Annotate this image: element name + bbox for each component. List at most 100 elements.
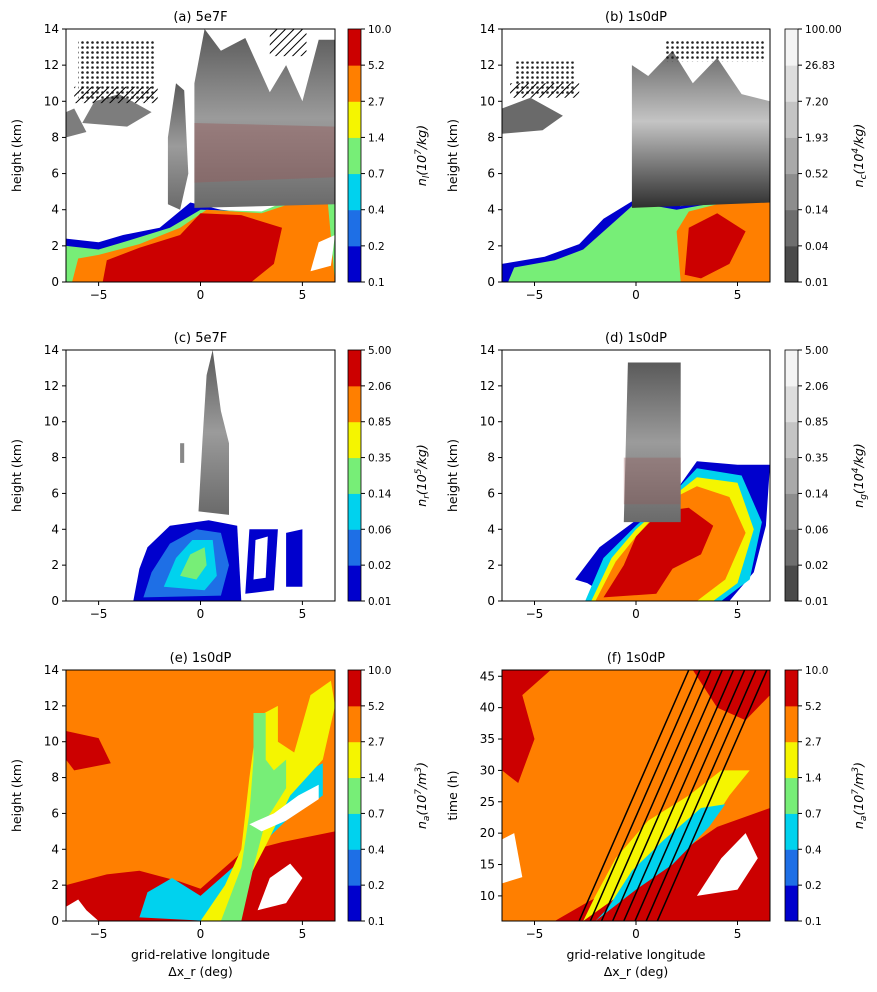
colorbar-label-part: 4 bbox=[851, 148, 861, 154]
colorbar-label-part: (10 bbox=[851, 795, 866, 816]
colorbar-segment bbox=[348, 350, 361, 387]
colorbar-label-part: g bbox=[859, 494, 869, 500]
colorbar-tick-label: 1.4 bbox=[368, 132, 385, 144]
colorbar-tick-label: 0.01 bbox=[805, 277, 828, 289]
y-tick-label: 4 bbox=[51, 522, 59, 536]
y-tick-label: 10 bbox=[480, 889, 495, 903]
y-tick-label: 10 bbox=[480, 415, 495, 429]
colorbar-frame bbox=[784, 669, 799, 922]
panel-field bbox=[66, 29, 335, 282]
colorbar-label-part: /kg) bbox=[414, 125, 429, 150]
colorbar-tick-label: 0.1 bbox=[805, 916, 822, 928]
colorbar-segment bbox=[785, 173, 798, 211]
colorbar-label-part: /kg) bbox=[414, 444, 429, 469]
y-tick-label: 2 bbox=[51, 239, 59, 253]
panel-title: (b) 1s0dP bbox=[605, 10, 667, 25]
colorbar-segment bbox=[348, 29, 361, 66]
colorbar-label-part: 7 bbox=[414, 789, 424, 795]
y-tick-label: 6 bbox=[487, 167, 495, 181]
colorbar-tick-label: 2.06 bbox=[368, 381, 392, 393]
y-tick-label: 12 bbox=[480, 379, 495, 393]
colorbar-segment bbox=[348, 529, 361, 566]
y-tick-label: 0 bbox=[487, 275, 495, 289]
colorbar-segment bbox=[785, 245, 798, 283]
colorbar-label-part: 7 bbox=[851, 789, 861, 795]
colorbar-label-part: 5 bbox=[414, 468, 424, 474]
colorbar-tick-label: 0.14 bbox=[805, 488, 829, 500]
y-tick-label: 14 bbox=[480, 22, 495, 36]
y-tick-label: 2 bbox=[487, 558, 495, 572]
field-b-red bbox=[684, 213, 746, 279]
x-tick-label: 5 bbox=[734, 607, 742, 621]
y-tick-label: 12 bbox=[44, 379, 59, 393]
hatch-line bbox=[600, 670, 712, 921]
colorbar-frame bbox=[347, 669, 362, 922]
panel-title: (d) 1s0dP bbox=[605, 331, 667, 346]
x-tick-label: 5 bbox=[734, 288, 742, 302]
colorbar-tick-label: 10.0 bbox=[368, 24, 391, 36]
y-tick-label: 10 bbox=[44, 94, 59, 108]
colorbar-tick-label: 5.2 bbox=[805, 701, 822, 713]
colorbar-label: na(107/m3) bbox=[851, 762, 869, 829]
colorbar-label-part: ) bbox=[851, 762, 866, 768]
colorbar-segment bbox=[348, 705, 361, 743]
x-axis-label-units: Δx_r (deg) bbox=[168, 964, 233, 979]
colorbar-tick-label: 1.4 bbox=[368, 773, 385, 785]
y-axis-label: height (km) bbox=[9, 759, 24, 832]
colorbar-segment bbox=[348, 777, 361, 814]
cloud-d-tint bbox=[623, 457, 681, 505]
colorbar-tick-label: 0.35 bbox=[368, 453, 391, 465]
y-tick-label: 12 bbox=[44, 58, 59, 72]
colorbar-tick-label: 0.2 bbox=[368, 241, 385, 253]
colorbar-segment bbox=[785, 385, 798, 423]
y-tick-label: 35 bbox=[480, 732, 495, 746]
hatch-line bbox=[656, 670, 768, 921]
colorbar-segment bbox=[348, 493, 361, 530]
x-tick-label: 0 bbox=[197, 607, 205, 621]
colorbar-segment bbox=[785, 493, 798, 530]
colorbar-tick-label: 0.04 bbox=[805, 241, 829, 253]
y-tick-label: 14 bbox=[480, 343, 495, 357]
colorbar-tick-label: 0.35 bbox=[805, 453, 828, 465]
y-tick-label: 2 bbox=[51, 878, 59, 892]
colorbar-label-part: 4 bbox=[851, 467, 861, 473]
colorbar-segment bbox=[348, 385, 361, 423]
colorbar-segment bbox=[348, 670, 361, 707]
colorbar-segment bbox=[785, 350, 798, 387]
y-axis-label: height (km) bbox=[445, 119, 460, 192]
panel-title: (f) 1s0dP bbox=[607, 651, 665, 666]
y-tick-label: 6 bbox=[51, 486, 59, 500]
colorbar-label-part: n bbox=[414, 499, 429, 507]
y-axis-label: height (km) bbox=[9, 119, 24, 192]
colorbar-label-part: ) bbox=[414, 762, 429, 768]
colorbar-segment bbox=[348, 101, 361, 138]
colorbar-segment bbox=[785, 813, 798, 850]
colorbar-frame bbox=[784, 28, 799, 283]
colorbar-segment bbox=[785, 529, 798, 566]
hatch-line bbox=[634, 670, 746, 921]
colorbar-segment bbox=[785, 849, 798, 886]
x-axis-label: grid-relative longitude bbox=[131, 947, 270, 962]
panel-e: (e) 1s0dP −5 0 5 0 2 4 6 8 10 12 14 height (km) grid-… bbox=[9, 651, 432, 979]
colorbar-tick-label: 5.2 bbox=[368, 60, 385, 72]
field-f-red-left bbox=[502, 670, 551, 783]
colorbar-segment bbox=[348, 65, 361, 102]
colorbar-segment bbox=[348, 245, 361, 283]
dots-a bbox=[78, 39, 156, 102]
field-e-hole-1 bbox=[66, 899, 99, 921]
hatch-line bbox=[578, 670, 690, 921]
y-tick-label: 2 bbox=[51, 558, 59, 572]
y-tick-label: 4 bbox=[487, 203, 495, 217]
colorbar-segment bbox=[348, 813, 361, 850]
colorbar-tick-label: 0.2 bbox=[805, 880, 822, 892]
colorbar-segment bbox=[348, 137, 361, 175]
y-tick-label: 14 bbox=[44, 22, 59, 36]
x-tick-label: 0 bbox=[197, 927, 205, 941]
colorbar-label: nl(107/kg) bbox=[414, 125, 432, 186]
colorbar-segment bbox=[348, 457, 361, 494]
colorbar-segment bbox=[348, 421, 361, 459]
colorbar-label-part: l bbox=[422, 175, 432, 178]
colorbar-tick-label: 2.06 bbox=[805, 381, 829, 393]
colorbar-segment bbox=[785, 65, 798, 102]
